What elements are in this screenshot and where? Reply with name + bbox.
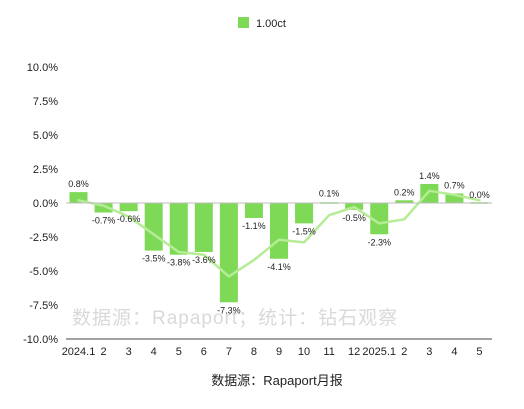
y-tick-label: -10.0%: [23, 334, 58, 346]
x-tick-label: 5: [476, 346, 482, 358]
bar: [219, 203, 238, 303]
data-label: -2.3%: [367, 237, 391, 247]
data-label: -0.7%: [92, 216, 116, 226]
y-tick-label: -2.5%: [29, 232, 58, 244]
source-note: 数据源：Rapaport月报: [211, 373, 342, 388]
bar: [194, 203, 213, 252]
data-label: -7.3%: [217, 305, 241, 315]
x-tick-label: 2024.1: [62, 346, 96, 358]
data-label: 0.1%: [319, 189, 340, 199]
x-tick-label: 11: [323, 346, 334, 358]
x-tick-label: 10: [298, 346, 310, 358]
data-label: -3.5%: [142, 254, 166, 264]
x-tick-label: 4: [451, 346, 457, 358]
data-labels: 0.8% -0.7% -0.6% -3.5% -3.8% -3.6% -7.3% -1.1% -…: [68, 171, 489, 315]
bar: [169, 203, 188, 255]
y-tick-label: 10.0%: [27, 62, 58, 74]
y-tick-label: 0.0%: [33, 198, 58, 210]
data-label: -3.6%: [192, 255, 216, 265]
bar: [244, 203, 263, 218]
x-tick-label: 6: [201, 346, 207, 358]
x-tick-label: 2: [101, 346, 107, 358]
x-tick-label: 9: [276, 346, 282, 358]
y-tick-label: -5.0%: [29, 266, 58, 278]
y-tick-label: 7.5%: [33, 96, 58, 108]
data-label: -1.5%: [292, 226, 316, 236]
bar: [144, 203, 163, 251]
data-label: -1.1%: [242, 221, 266, 231]
data-label: 0.7%: [444, 180, 465, 190]
x-tick-label: 3: [426, 346, 432, 358]
y-tick-label: 2.5%: [33, 164, 58, 176]
x-axis: 2024.1 2 3 4 5 6 7 8 9 10 11 12 2025.1 2 3 4 5: [62, 346, 483, 358]
watermark-text: 数据源：Rapaport；统计：钻石观察: [72, 307, 398, 329]
x-tick-label: 2: [401, 346, 407, 358]
x-tick-label: 4: [151, 346, 157, 358]
y-tick-label: -7.5%: [29, 300, 58, 312]
legend: 1.00ct: [238, 17, 286, 30]
bar: [94, 203, 113, 213]
y-tick-label: 5.0%: [33, 130, 58, 142]
legend-swatch: [238, 17, 249, 28]
data-label: 0.2%: [394, 187, 415, 197]
bar: [69, 192, 88, 203]
bar: [119, 203, 138, 212]
bar: [420, 183, 439, 203]
data-label: 0.8%: [68, 179, 89, 189]
bar: [395, 200, 414, 203]
x-tick-label: 5: [176, 346, 182, 358]
data-label: -0.5%: [342, 213, 366, 223]
data-label: 0.0%: [469, 190, 490, 200]
bars: [69, 183, 489, 303]
legend-label: 1.00ct: [256, 18, 286, 30]
data-label: -3.8%: [167, 258, 191, 268]
bar: [295, 203, 314, 224]
x-tick-label: 7: [226, 346, 232, 358]
data-label: -0.6%: [117, 214, 141, 224]
x-tick-label: 12: [348, 346, 360, 358]
bar: [370, 203, 389, 235]
trend-line: [77, 189, 481, 278]
data-label: -4.1%: [267, 262, 291, 272]
y-axis: 10.0% 7.5% 5.0% 2.5% 0.0% -2.5% -5.0% -7.5% -10.…: [23, 62, 58, 346]
bar: [270, 203, 288, 259]
x-tick-label: 3: [126, 346, 132, 358]
watermark: 数据源：Rapaport；统计：钻石观察: [72, 307, 398, 329]
data-label: 1.4%: [419, 171, 440, 181]
x-tick-label: 8: [251, 346, 257, 358]
x-tick-label: 2025.1: [362, 346, 396, 358]
bar: [445, 193, 464, 203]
